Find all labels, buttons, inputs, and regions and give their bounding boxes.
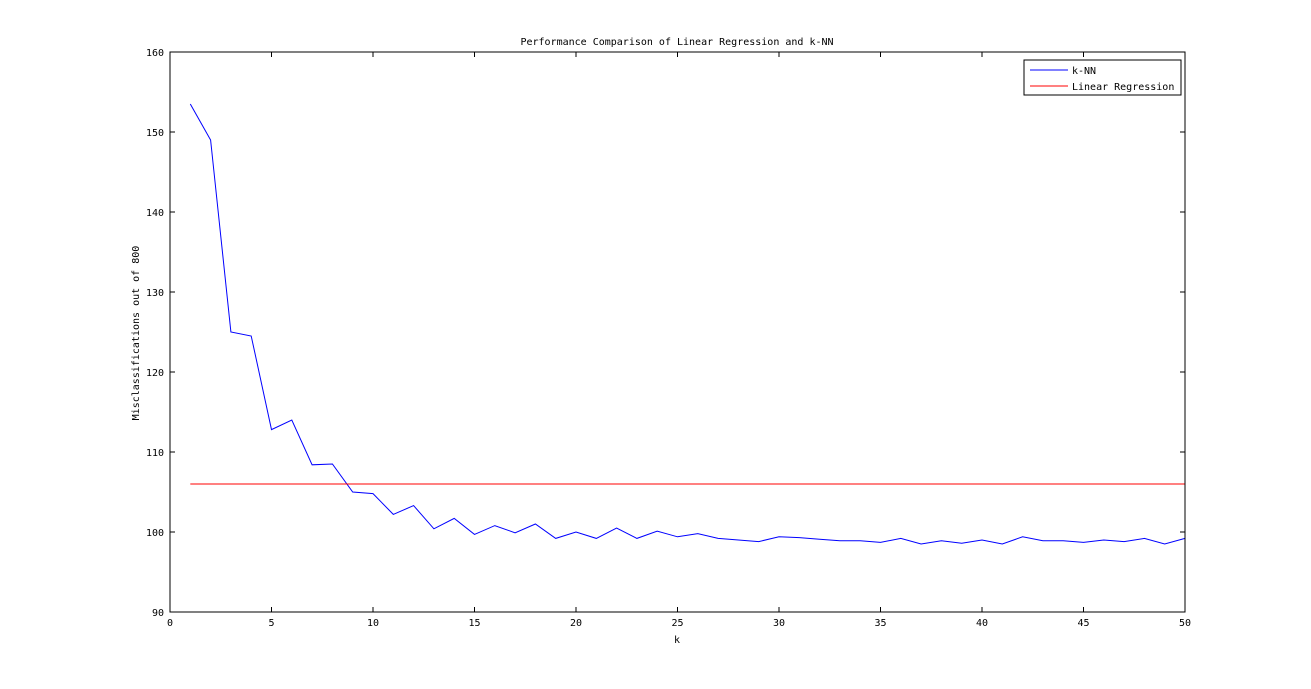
y-tick-label: 90 — [152, 608, 164, 619]
chart-title: Performance Comparison of Linear Regress… — [520, 37, 833, 48]
tick-layer: 0 5 10 15 20 25 30 35 40 45 50 90 100 110 120 130 140 150… — [146, 48, 1191, 629]
x-tick-label: 0 — [167, 618, 173, 629]
y-tick-label: 160 — [146, 48, 164, 59]
x-tick-label: 20 — [570, 618, 582, 629]
x-tick-label: 30 — [773, 618, 785, 629]
x-tick-label: 25 — [671, 618, 683, 629]
x-tick-label: 40 — [976, 618, 988, 629]
x-tick-label: 10 — [367, 618, 379, 629]
y-tick-label: 110 — [146, 448, 164, 459]
y-tick-label: 130 — [146, 288, 164, 299]
x-tick-label: 50 — [1179, 618, 1191, 629]
x-tick-label: 5 — [268, 618, 274, 629]
legend: k-NN Linear Regression — [1023, 59, 1182, 96]
y-tick-label: 100 — [146, 528, 164, 539]
y-tick-label: 120 — [146, 368, 164, 379]
y-axis-label: Misclassifications out of 800 — [131, 246, 142, 421]
plot-area — [169, 51, 1186, 613]
x-tick-label: 15 — [468, 618, 480, 629]
legend-label: k-NN — [1072, 66, 1096, 77]
x-axis-label: k — [674, 635, 680, 646]
y-tick-label: 140 — [146, 208, 164, 219]
x-tick-label: 35 — [874, 618, 886, 629]
y-tick-label: 150 — [146, 128, 164, 139]
legend-label: Linear Regression — [1072, 82, 1174, 93]
legend-box — [1023, 59, 1182, 96]
series-line-0 — [189, 103, 1186, 545]
series-layer — [189, 103, 1186, 545]
x-tick-label: 45 — [1077, 618, 1089, 629]
